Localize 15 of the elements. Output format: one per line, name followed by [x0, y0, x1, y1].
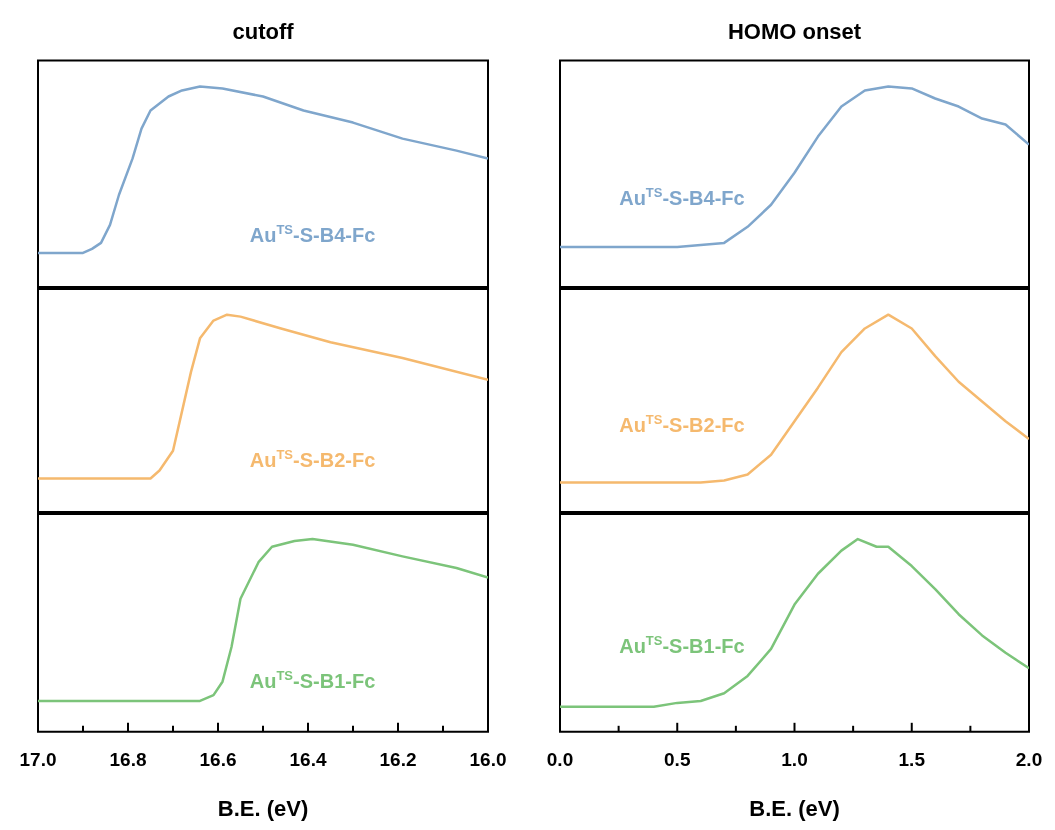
x-tick-label: 2.0: [1015, 749, 1043, 771]
chart-title: HOMO onset: [727, 19, 862, 45]
x-tick-label: 16.8: [109, 749, 147, 771]
x-tick-label: 17.0: [19, 749, 57, 771]
x-tick-label: 16.6: [199, 749, 237, 771]
x-tick-label: 0.5: [664, 749, 691, 771]
x-tick-label: 1.0: [781, 749, 808, 771]
x-axis-title: B.E. (eV): [749, 795, 840, 821]
x-axis-title: B.E. (eV): [217, 795, 309, 821]
x-tick-label: 0.0: [546, 749, 574, 771]
x-tick-label: 16.4: [289, 749, 327, 771]
x-tick-label: 16.2: [379, 749, 417, 771]
chart-title: cutoff: [232, 19, 295, 45]
x-tick-label: 16.0: [469, 749, 507, 771]
x-tick-label: 1.5: [898, 749, 926, 771]
